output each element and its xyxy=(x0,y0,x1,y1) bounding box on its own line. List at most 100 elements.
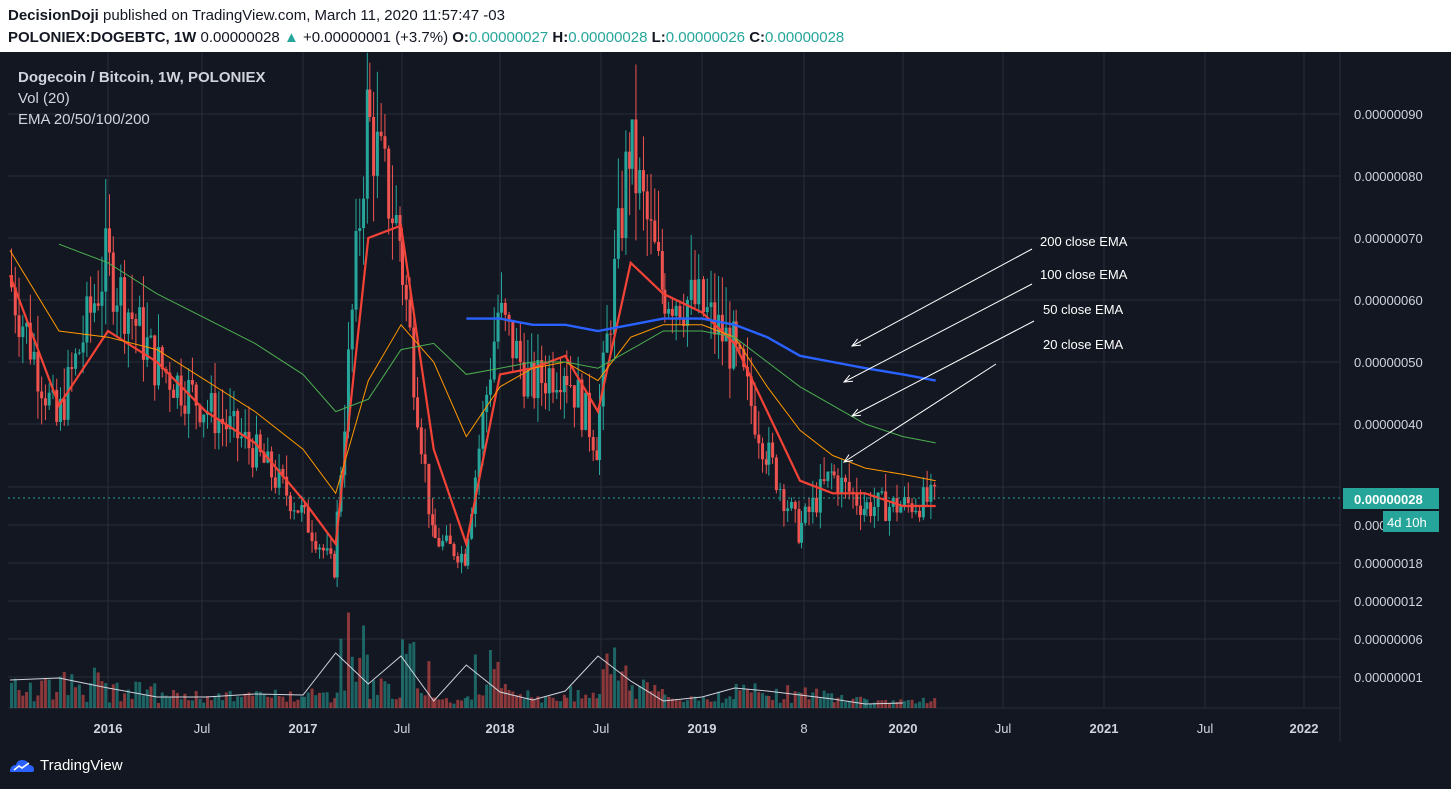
candle-body xyxy=(123,277,127,334)
volume-bar xyxy=(682,702,686,708)
candle-body xyxy=(255,434,258,468)
volume-bar xyxy=(303,696,306,708)
candle-body xyxy=(767,442,771,465)
ohlc-high-label: H: xyxy=(552,29,569,46)
candle-body xyxy=(682,318,686,326)
volume-bar xyxy=(595,698,599,708)
volume-bar xyxy=(895,701,899,708)
candle-body xyxy=(70,367,74,369)
volume-bar xyxy=(190,700,194,708)
legend-ema[interactable]: EMA 20/50/100/200 xyxy=(18,111,150,128)
volume-bar xyxy=(115,682,119,708)
volume-bar xyxy=(194,691,198,708)
candle-body xyxy=(401,240,404,285)
candle-body xyxy=(262,451,266,463)
candle-body xyxy=(321,547,325,551)
annotation-arrows xyxy=(842,248,1035,463)
candle-body xyxy=(25,322,29,327)
volume-bar xyxy=(674,699,678,708)
publish-header: DecisionDoji published on TradingView.co… xyxy=(0,0,1451,52)
candle-body xyxy=(797,509,801,543)
volume-bar xyxy=(36,695,40,708)
ema-line-ema-100 xyxy=(58,243,936,444)
candle-body xyxy=(59,398,62,422)
time-axis-label: 2021 xyxy=(1090,721,1119,736)
volume-bar xyxy=(628,690,632,708)
candle-body xyxy=(562,376,566,393)
volume-bar xyxy=(803,687,807,708)
volume-bar xyxy=(921,697,925,708)
candle-body xyxy=(693,279,697,305)
volume-bar xyxy=(25,692,29,708)
candle-body xyxy=(620,208,624,239)
candle-body xyxy=(368,89,372,117)
candle-body xyxy=(28,322,32,360)
volume-bar xyxy=(325,692,329,708)
candle-body xyxy=(771,442,775,458)
candles xyxy=(10,52,937,587)
volume-bar xyxy=(224,692,228,708)
candle-body xyxy=(855,493,859,506)
volume-bar xyxy=(826,693,830,708)
price-chart[interactable]: 200 close EMA 100 close EMA 50 close EMA… xyxy=(0,52,1451,752)
volume-bar xyxy=(379,678,383,708)
volume-bar xyxy=(232,701,236,708)
volume-bar xyxy=(641,679,645,708)
legend-symbol-title[interactable]: Dogecoin / Bitcoin, 1W, POLONIEX xyxy=(18,69,266,86)
volume-bar xyxy=(160,692,164,708)
chart-legend: Dogecoin / Bitcoin, 1W, POLONIEX Vol (20… xyxy=(18,67,266,130)
volume-bar xyxy=(488,650,492,708)
volume-bar xyxy=(433,697,437,708)
candle-body xyxy=(145,337,149,360)
time-axis-label: 2016 xyxy=(94,721,123,736)
candle-body xyxy=(749,376,753,407)
volume-bar xyxy=(587,697,591,708)
candle-body xyxy=(705,307,709,313)
time-axis-label: Jul xyxy=(593,721,610,736)
volume-bar xyxy=(630,685,634,708)
candle-body xyxy=(793,501,797,510)
volume-bar xyxy=(85,701,89,708)
candle-body xyxy=(511,321,515,359)
volume-bar xyxy=(416,688,420,708)
volume-bar xyxy=(141,695,145,708)
volume-bar xyxy=(634,698,638,708)
candle-body xyxy=(865,502,869,509)
candle-body xyxy=(807,506,811,513)
annotation-arrow xyxy=(851,248,1033,347)
volume-bar xyxy=(448,702,452,708)
volume-bar xyxy=(239,696,243,708)
volume-bar xyxy=(247,692,251,708)
volume-bar xyxy=(496,661,500,708)
time-axis-label: 2018 xyxy=(486,721,515,736)
volume-bar xyxy=(620,671,624,708)
current-price-badge xyxy=(1343,488,1439,509)
volume-bar xyxy=(149,686,153,708)
legend-volume[interactable]: Vol (20) xyxy=(18,90,70,107)
author-name[interactable]: DecisionDoji xyxy=(8,7,99,24)
candle-body xyxy=(190,380,194,385)
candle-body xyxy=(526,367,530,397)
volume-bar xyxy=(13,678,17,708)
candle-body xyxy=(826,471,830,481)
candle-body xyxy=(335,511,339,578)
volume-bar xyxy=(375,694,379,708)
tradingview-brand[interactable]: TradingView xyxy=(8,755,123,775)
candle-body xyxy=(111,252,115,312)
candle-body xyxy=(77,352,81,354)
candle-body xyxy=(209,393,213,412)
candle-body xyxy=(774,457,778,491)
candle-body xyxy=(314,541,318,550)
volume-bar xyxy=(213,696,217,708)
price-axis-label: 0.00000050 xyxy=(1354,355,1423,370)
volume-bar xyxy=(138,682,142,708)
volume-bar xyxy=(891,700,895,708)
candle-body xyxy=(657,241,661,252)
volume-bar xyxy=(720,702,724,708)
candle-body xyxy=(929,484,933,502)
symbol-label: POLONIEX:DOGEBTC, 1W xyxy=(8,29,197,46)
candle-body xyxy=(859,505,863,516)
candle-body xyxy=(431,514,435,526)
volume-ma-line xyxy=(9,652,904,705)
publish-line: DecisionDoji published on TradingView.co… xyxy=(8,7,505,24)
